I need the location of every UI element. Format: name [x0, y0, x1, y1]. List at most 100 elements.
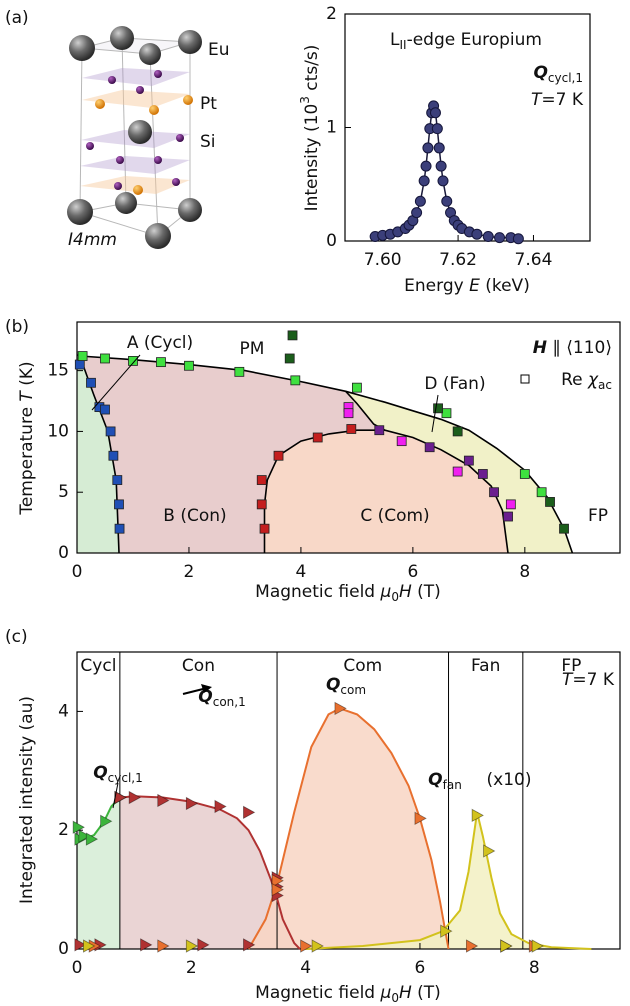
data-point	[414, 195, 426, 207]
y-axis-label-part: Intensity (10	[302, 104, 322, 212]
annotation-part: Q	[198, 687, 212, 707]
data-point	[100, 404, 110, 415]
data-point	[559, 523, 569, 534]
data-point	[259, 523, 270, 534]
annotation-part: T	[562, 670, 574, 690]
annotation: (x10)	[487, 770, 532, 790]
annotation-part: A (Cycl)	[127, 333, 193, 353]
x-axis-label-part: (T)	[412, 983, 441, 1003]
y-tick-label: 2	[58, 820, 69, 840]
x-tick-label: 6	[407, 562, 418, 582]
data-point	[85, 832, 99, 846]
x-tick-label: 7.62	[439, 250, 477, 270]
fit-line	[375, 103, 519, 240]
annotation-part: T	[531, 90, 543, 110]
phase-label: FP	[561, 656, 581, 676]
data-point	[435, 160, 447, 172]
data-point	[536, 487, 547, 498]
data-point	[86, 377, 96, 388]
data-point	[100, 353, 110, 364]
data-point	[482, 230, 494, 242]
annotation: LII-edge Europium	[390, 30, 542, 52]
x-axis-label-part: Magnetic field	[255, 983, 380, 1003]
annotation: FP	[588, 506, 608, 526]
phase-label: Com	[343, 656, 382, 676]
data-point	[185, 939, 199, 953]
data-point	[500, 939, 513, 953]
area-fill	[119, 796, 300, 949]
data-point	[300, 939, 313, 953]
y-tick-label: 2	[326, 4, 337, 24]
y-tick-label: 0	[58, 939, 69, 959]
annotation-part: H	[533, 338, 547, 358]
x-axis-label: Energy E (keV)	[404, 276, 530, 296]
atom-label: Si	[200, 132, 216, 152]
x-axis-label-part: 0	[391, 590, 399, 604]
y-axis-label-part: T	[17, 390, 37, 402]
data-point	[414, 811, 427, 825]
x-axis-label-part: 0	[391, 991, 399, 1005]
data-point	[284, 353, 295, 364]
annotation-part: com	[340, 683, 366, 697]
annotation-part: =7 K	[572, 670, 614, 690]
x-tick-label: 6	[415, 958, 426, 978]
fit-line	[305, 812, 592, 950]
x-tick-label: 7.64	[515, 250, 553, 270]
annotation-part: =7 K	[541, 90, 583, 110]
phase-label: Fan	[471, 656, 500, 676]
data-point	[471, 228, 483, 240]
data-point	[74, 359, 85, 370]
annotation: Qcom	[326, 675, 366, 697]
y-tick-label: 5	[58, 482, 69, 502]
annotation-part: C (Com)	[360, 506, 429, 526]
data-point	[100, 814, 113, 828]
data-point	[114, 523, 125, 534]
data-point	[256, 475, 267, 485]
annotation-part: Q	[428, 770, 442, 790]
data-point	[157, 939, 170, 953]
data-point	[271, 882, 284, 897]
x-axis-label-part: μ	[380, 582, 392, 602]
area-fill	[248, 708, 449, 949]
data-point	[441, 195, 453, 207]
annotation: T=7 K	[562, 670, 615, 690]
data-point	[72, 820, 85, 834]
data-point	[114, 499, 124, 510]
annotation: Re χac	[561, 370, 612, 392]
data-point	[184, 360, 194, 371]
decorations	[91, 354, 530, 809]
annotation: Qcycl,1	[93, 763, 143, 785]
data-point	[77, 351, 88, 361]
annotation-part: ac	[598, 378, 612, 392]
data-point	[483, 844, 496, 858]
data-point	[128, 790, 141, 805]
x-tick-label: 8	[519, 562, 530, 582]
plot-frame	[76, 321, 621, 554]
x-axis-label-part: Energy	[404, 276, 469, 296]
x-tick-label: 2	[184, 562, 195, 582]
x-tick-label: 7.60	[364, 250, 402, 270]
x-tick-label: 0	[72, 958, 83, 978]
data-point	[74, 938, 87, 952]
y-axis-label: Intensity (103 cts/s)	[298, 45, 323, 212]
data-point	[418, 175, 430, 187]
data-point	[287, 330, 298, 341]
annotation-part: fan	[443, 778, 462, 792]
data-point	[334, 701, 347, 716]
panel-label: (c)	[5, 627, 28, 647]
y-tick-label: 10	[47, 421, 69, 441]
x-tick-label: 0	[72, 562, 83, 582]
annotation-part: Q	[533, 63, 547, 83]
data-point	[343, 408, 354, 419]
annotation: D (Fan)	[424, 374, 485, 394]
crystal-structure	[67, 26, 202, 249]
data-point	[271, 874, 284, 888]
x-axis-label-part: (keV)	[480, 276, 530, 296]
annotation-part: cycl,1	[108, 771, 143, 785]
x-axis-label: Magnetic field μ0H (T)	[255, 582, 441, 604]
data-point	[452, 426, 463, 437]
data-point	[433, 142, 445, 154]
panel-label: (a)	[5, 8, 29, 28]
x-tick-label: 8	[529, 958, 540, 978]
fit-line	[247, 707, 450, 950]
